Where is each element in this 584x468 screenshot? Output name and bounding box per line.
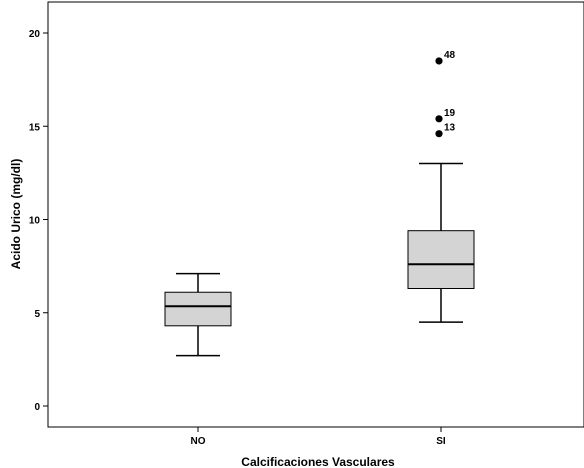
y-tick-label: 0 xyxy=(34,402,40,413)
y-tick-label: 15 xyxy=(29,122,41,133)
outlier-label: 13 xyxy=(444,123,456,134)
x-tick-label: NO xyxy=(191,436,206,447)
box-iqr xyxy=(407,230,475,290)
box-group-si: 48 19 13 xyxy=(407,50,475,323)
box-iqr xyxy=(164,291,232,327)
box-series: 48 19 13 xyxy=(164,50,475,357)
outlier-point xyxy=(435,115,443,123)
plot-area xyxy=(47,1,584,428)
outlier-label: 48 xyxy=(444,50,456,61)
outlier-point xyxy=(435,130,443,138)
box-group-no xyxy=(164,272,232,357)
x-axis: NO SI xyxy=(191,427,446,447)
y-axis-label: Acido Urico (mg/dl) xyxy=(9,159,23,270)
y-tick-label: 5 xyxy=(34,309,40,320)
outlier-label: 19 xyxy=(444,108,456,119)
y-tick-label: 20 xyxy=(29,29,41,40)
outlier-point xyxy=(435,57,443,65)
y-tick-label: 10 xyxy=(29,216,41,227)
x-tick-label: SI xyxy=(436,436,446,447)
x-axis-label: Calcificaciones Vasculares xyxy=(241,455,395,468)
y-axis: 0 5 10 15 20 xyxy=(29,29,48,413)
